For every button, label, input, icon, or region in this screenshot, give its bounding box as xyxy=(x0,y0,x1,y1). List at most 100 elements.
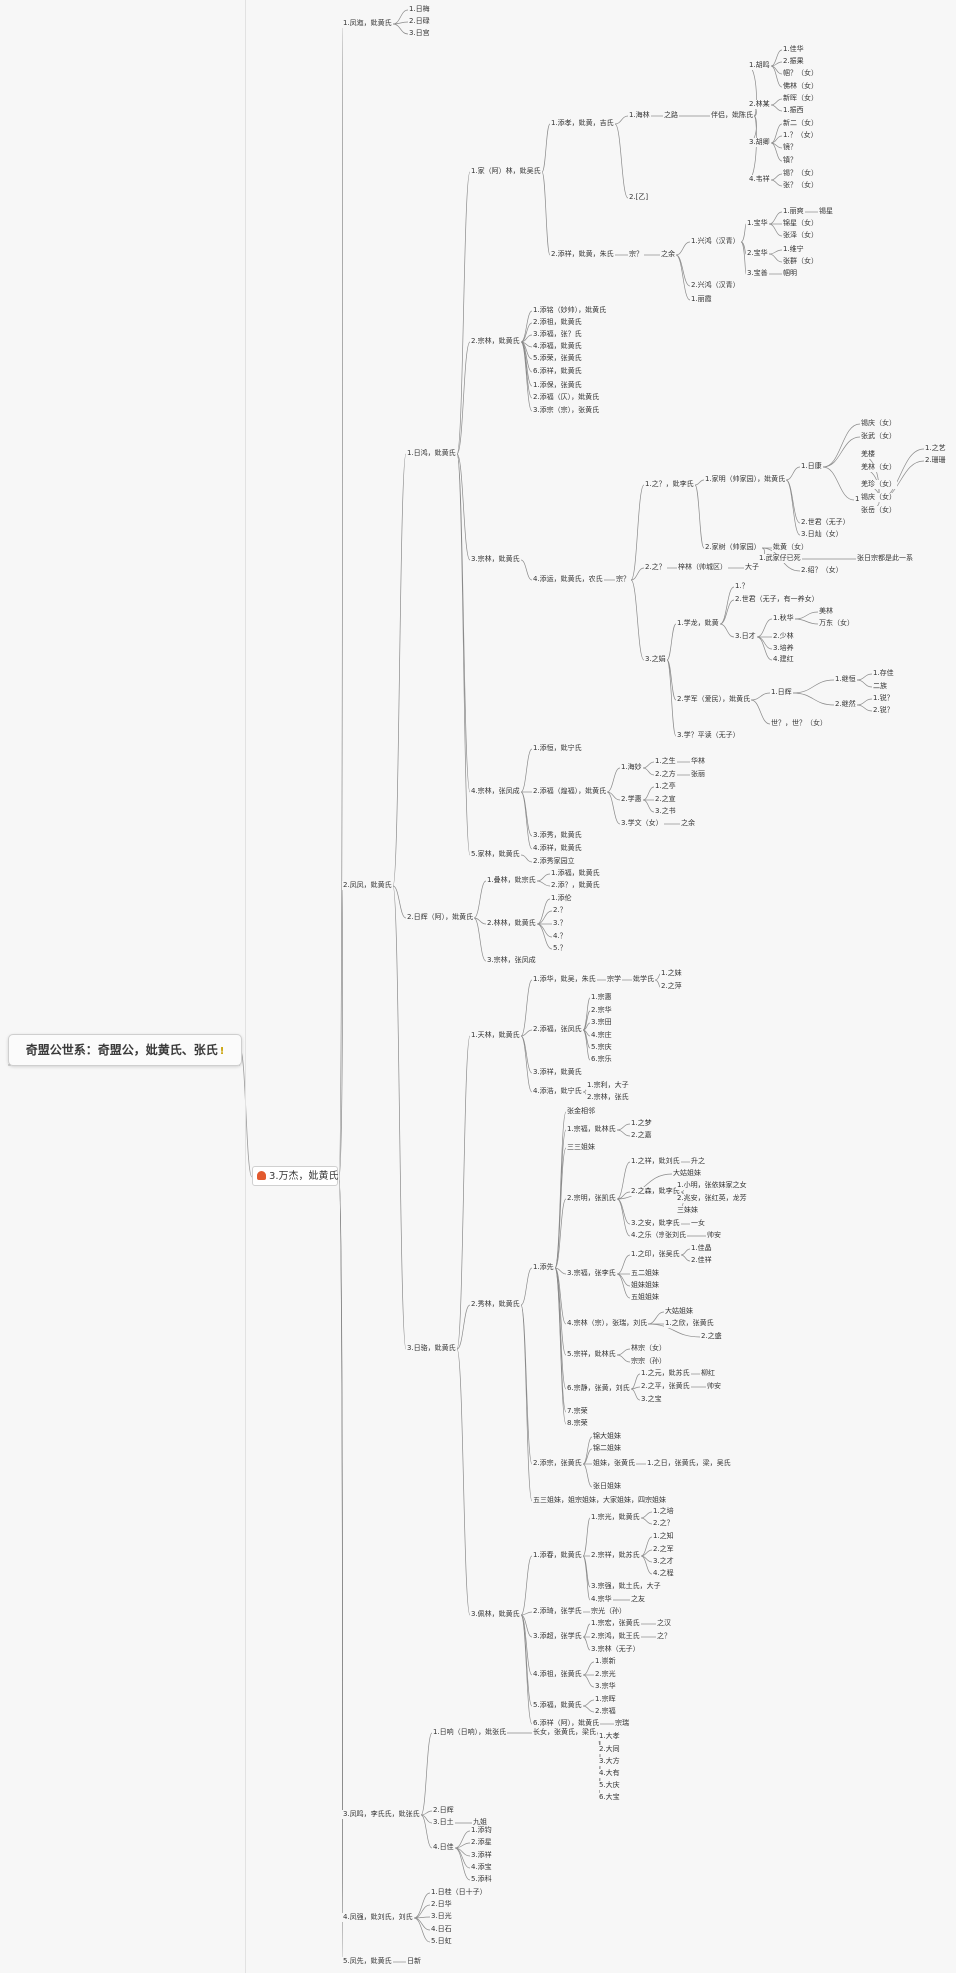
node-t6[interactable]: 1.添伦 xyxy=(550,894,573,903)
node-y5[interactable]: 3.大方 xyxy=(598,1757,621,1766)
node-x5[interactable]: 3.宗强，妣土氏，大子 xyxy=(590,1582,662,1591)
node-r15[interactable]: 2.继然 xyxy=(834,700,857,709)
node-n1a[interactable]: 1.日梅 xyxy=(408,5,431,14)
node-y10[interactable]: 3.日土 xyxy=(432,1818,455,1827)
node-x18[interactable]: 之汉 xyxy=(656,1619,672,1628)
node-v8[interactable]: 2.宗明，张凯氏 xyxy=(566,1194,617,1203)
node-s6[interactable]: 2.学惠 xyxy=(620,795,643,804)
node-x10[interactable]: 1.之知 xyxy=(652,1532,675,1541)
node-r4[interactable]: 1.？ xyxy=(734,582,750,591)
node-x30[interactable]: 宗瑞 xyxy=(614,1719,630,1728)
node-k3[interactable]: 3.宝善 xyxy=(746,269,769,278)
node-r18[interactable]: 二族 xyxy=(872,682,888,691)
node-r11[interactable]: 美林 xyxy=(818,607,834,616)
node-n2111b[interactable]: 之路 xyxy=(663,111,679,120)
node-r19[interactable]: 1.锐？ xyxy=(872,694,895,703)
node-q6[interactable]: 3.日灿（女） xyxy=(800,530,844,539)
node-v9[interactable]: 1.之祥，妣刘氏 xyxy=(630,1157,681,1166)
node-y11[interactable]: 九姐 xyxy=(472,1818,488,1827)
node-k2[interactable]: 2.宝华 xyxy=(746,249,769,258)
node-y17[interactable]: 5.添科 xyxy=(470,1875,493,1884)
node-v26[interactable]: 姐妹姐妹 xyxy=(630,1281,660,1290)
node-z2[interactable]: 2.日华 xyxy=(430,1900,453,1909)
node-q13[interactable]: 羌林（女） xyxy=(860,463,897,472)
node-q19[interactable]: 张日宗都是此一系 xyxy=(856,554,914,563)
node-y14[interactable]: 2.添星 xyxy=(470,1838,493,1847)
node-v40[interactable]: 帅安 xyxy=(706,1382,722,1391)
node-x23[interactable]: 1.崇新 xyxy=(594,1657,617,1666)
node-r17[interactable]: 1.存佳 xyxy=(872,669,895,678)
node-u15[interactable]: 4.添浩，妣宁氏 xyxy=(532,1087,583,1096)
node-x26[interactable]: 5.添福，妣黄氏 xyxy=(532,1701,583,1710)
node-n2112b[interactable]: 之余 xyxy=(660,250,676,259)
node-z4[interactable]: 4.日石 xyxy=(430,1925,453,1934)
node-x9[interactable]: 2.之？ xyxy=(652,1519,675,1528)
node-x4[interactable]: 2.宗祥，妣苏氏 xyxy=(590,1551,641,1560)
node-q2[interactable]: 2.家树（帅家园） xyxy=(704,543,762,552)
node-r16[interactable]: 世？，世？（女） xyxy=(770,719,828,728)
node-y15[interactable]: 3.添祥 xyxy=(470,1851,493,1860)
node-u7[interactable]: 2.添福，张凤氏 xyxy=(532,1025,583,1034)
node-q1[interactable]: 1.家明（帅家园），妣黄氏 xyxy=(704,475,787,484)
node-h8[interactable]: 1.？（女） xyxy=(782,131,819,140)
node-r7[interactable]: 1.秋华 xyxy=(772,614,795,623)
node-w6[interactable]: 张日姐妹 xyxy=(592,1482,622,1491)
node-v17[interactable]: 一女 xyxy=(690,1219,706,1228)
node-q18[interactable]: 2.绍？（女） xyxy=(800,566,844,575)
node-n2112e[interactable]: 1.丽霞 xyxy=(690,295,713,304)
node-v28[interactable]: 4.宗林（宗），张瑞，刘氏 xyxy=(566,1319,649,1328)
node-s11[interactable]: 1.之亭 xyxy=(654,782,677,791)
node-w2[interactable]: 锦大姐妹 xyxy=(592,1432,622,1441)
node-t8[interactable]: 3.？ xyxy=(552,919,568,928)
node-q4[interactable]: 1.日康 xyxy=(800,462,823,471)
node-s15[interactable]: 张丽 xyxy=(690,770,706,779)
node-x13[interactable]: 4.之程 xyxy=(652,1569,675,1578)
node-s13[interactable]: 3.之书 xyxy=(654,807,677,816)
node-w3[interactable]: 锦二姐妹 xyxy=(592,1444,622,1453)
node-k10[interactable]: 帼明 xyxy=(782,269,798,278)
node-k6[interactable]: 锦星（女） xyxy=(782,219,819,228)
node-s5[interactable]: 1.海妙 xyxy=(620,763,643,772)
node-v12[interactable]: 2.之森，妣李氏 xyxy=(630,1187,681,1196)
node-n215[interactable]: 5.家林，妣黄氏 xyxy=(470,850,521,859)
node-v39[interactable]: 柳红 xyxy=(700,1369,716,1378)
node-t5[interactable]: 2.添？，妣黄氏 xyxy=(550,881,601,890)
node-v42[interactable]: 8.宗荣 xyxy=(566,1419,589,1428)
node-r6[interactable]: 3.日才 xyxy=(734,632,757,641)
node-n5a[interactable]: 日新 xyxy=(406,1957,422,1966)
node-g4[interactable]: 4.韦祥 xyxy=(748,175,771,184)
node-q16[interactable]: 张岳（女） xyxy=(860,506,897,515)
node-t1[interactable]: 1.叠林，妣宗氏 xyxy=(486,876,537,885)
node-r13[interactable]: 1.日辉 xyxy=(770,688,793,697)
node-n2112d[interactable]: 2.兴鸿（汉青） xyxy=(690,281,741,290)
node-v31[interactable]: 2.之盛 xyxy=(700,1332,723,1341)
node-y6[interactable]: 4.大有 xyxy=(598,1769,621,1778)
node-n22[interactable]: 2.日辉（阿），妣黄氏 xyxy=(406,913,475,922)
node-v38[interactable]: 3.之宝 xyxy=(640,1395,663,1404)
node-v36[interactable]: 1.之元，妣苏氏 xyxy=(640,1369,691,1378)
node-q15[interactable]: 锡庆（女） xyxy=(860,493,897,502)
node-g2[interactable]: 2.林某 xyxy=(748,100,771,109)
node-k9[interactable]: 张群（女） xyxy=(782,257,819,266)
node-k5[interactable]: 锡星 xyxy=(818,207,834,216)
node-r8[interactable]: 2.少林 xyxy=(772,632,795,641)
node-v29[interactable]: 大姑姐妹 xyxy=(664,1307,694,1316)
node-r5[interactable]: 2.世君（无子，有一养女） xyxy=(734,595,820,604)
node-t2[interactable]: 2.林林，妣黄氏 xyxy=(486,919,537,928)
node-n2[interactable]: 2.凤凤，妣黄氏 xyxy=(342,881,393,890)
node-u3[interactable]: 宗学 xyxy=(606,975,622,984)
node-q14[interactable]: 羌珍（女） xyxy=(860,480,897,489)
node-s10[interactable]: 2.之方 xyxy=(654,770,677,779)
node-x2[interactable]: 1.添春，妣黄氏 xyxy=(532,1551,583,1560)
node-r2[interactable]: 2.学军（爱民），妣黄氏 xyxy=(676,695,752,704)
node-n2112[interactable]: 2.添祥，妣黄，朱氏 xyxy=(550,250,615,259)
node-x17[interactable]: 1.宗宏，张黄氏 xyxy=(590,1619,641,1628)
node-v10[interactable]: 升之 xyxy=(690,1157,706,1166)
node-w7[interactable]: 五三姐妹，姐宗姐妹，大家姐妹，四宗姐妹 xyxy=(532,1496,667,1505)
node-n2111[interactable]: 1.添孝，妣黄，吉氏 xyxy=(550,119,615,128)
node-n213[interactable]: 3.宗林，妣黄氏 xyxy=(470,555,521,564)
node-u16[interactable]: 1.宗利，大子 xyxy=(586,1081,630,1090)
node-x3[interactable]: 1.宗光，妣黄氏 xyxy=(590,1513,641,1522)
node-s12[interactable]: 2.之宣 xyxy=(654,795,677,804)
node-t4[interactable]: 1.添福，妣黄氏 xyxy=(550,869,601,878)
